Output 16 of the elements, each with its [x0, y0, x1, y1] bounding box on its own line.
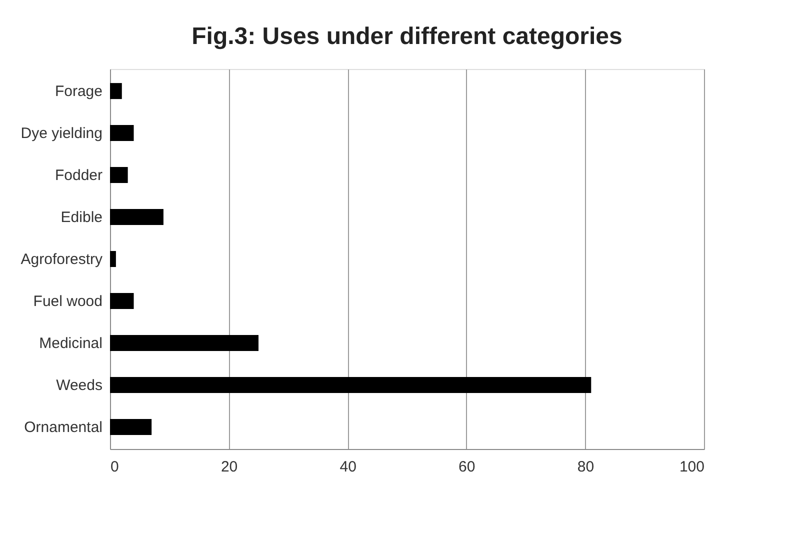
- x-tick-label: 20: [220, 458, 238, 476]
- x-tick-label: 80: [577, 458, 594, 476]
- y-tick-label: Dye yielding: [20, 125, 102, 142]
- y-tick-label: Ornamental: [24, 418, 102, 436]
- x-tick-label: 0: [110, 458, 119, 476]
- y-tick-label: Edible: [60, 209, 102, 226]
- y-tick-label: Agroforestry: [20, 251, 103, 268]
- x-tick-label: 60: [458, 458, 476, 476]
- x-tick-label: 100: [679, 458, 704, 476]
- chart-title: Fig.3: Uses under different categories: [192, 23, 622, 50]
- y-tick-label: Fodder: [54, 167, 102, 184]
- y-tick-label: Medicinal: [39, 334, 102, 352]
- y-tick-label: Weeds: [56, 376, 102, 394]
- y-tick-label: Fuel wood: [33, 292, 102, 310]
- x-tick-label: 40: [340, 458, 356, 476]
- y-tick-label: Forage: [54, 83, 102, 100]
